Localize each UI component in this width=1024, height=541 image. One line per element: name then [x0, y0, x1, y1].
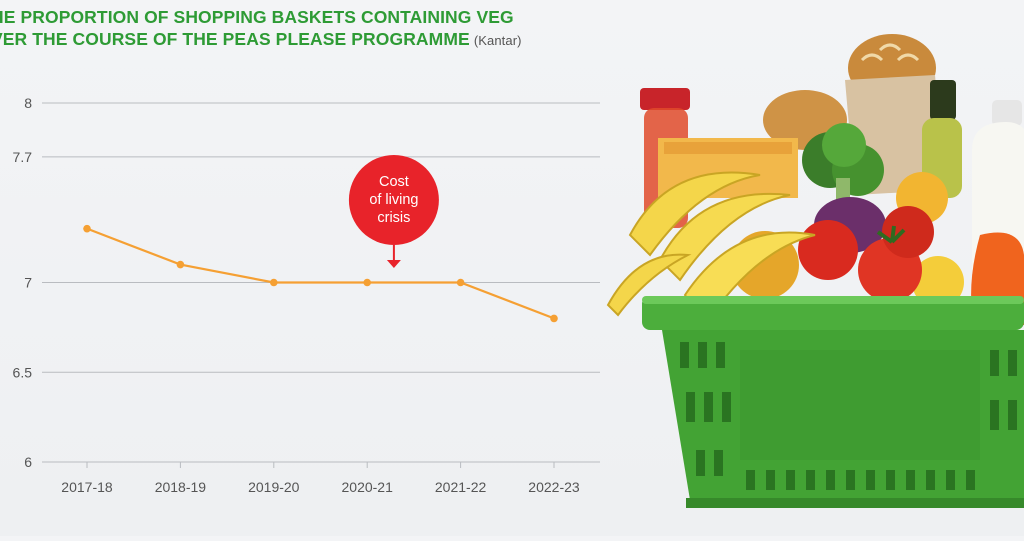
data-point — [83, 224, 91, 233]
x-tick-label: 2022-23 — [528, 479, 580, 495]
y-tick-label: 8 — [24, 95, 32, 111]
y-tick-label: 6 — [24, 454, 32, 470]
series-line — [86, 227, 555, 320]
y-tick-label: 7 — [24, 275, 32, 291]
x-tick-label: 2020-21 — [342, 479, 394, 495]
annotation-label: of living — [369, 192, 418, 208]
shopping-basket-illustration — [600, 20, 1024, 536]
data-point — [176, 260, 185, 269]
x-tick-label: 2017-18 — [61, 479, 113, 495]
data-point — [270, 278, 278, 287]
x-tick-label: 2021-22 — [435, 479, 487, 495]
line-chart: 6 6.5 7 7.7 8 2017-18 2018-19 2019-20 2020-21 202… — [13, 95, 600, 495]
x-tick-label: 2019-20 — [248, 479, 300, 495]
annotation-bubble — [348, 155, 439, 245]
title-line-2-text: VER THE COURSE OF THE PEAS PLEASE PROGRA… — [0, 29, 470, 49]
title-line-2: VER THE COURSE OF THE PEAS PLEASE PROGRA… — [0, 28, 620, 52]
title-source: (Kantar) — [473, 33, 522, 48]
data-point — [550, 314, 558, 323]
chart-title: HE PROPORTION OF SHOPPING BASKETS CONTAI… — [0, 6, 620, 52]
annotation-arrow-head — [386, 260, 401, 268]
title-line-1: HE PROPORTION OF SHOPPING BASKETS CONTAI… — [0, 7, 514, 27]
y-tick-label: 6.5 — [13, 364, 33, 380]
annotation-label: crisis — [377, 210, 410, 226]
data-point — [456, 278, 465, 287]
data-point — [363, 278, 372, 287]
y-tick-label: 7.7 — [13, 149, 33, 165]
annotation-label: Cost — [379, 174, 409, 190]
x-tick-label: 2018-19 — [155, 479, 207, 495]
